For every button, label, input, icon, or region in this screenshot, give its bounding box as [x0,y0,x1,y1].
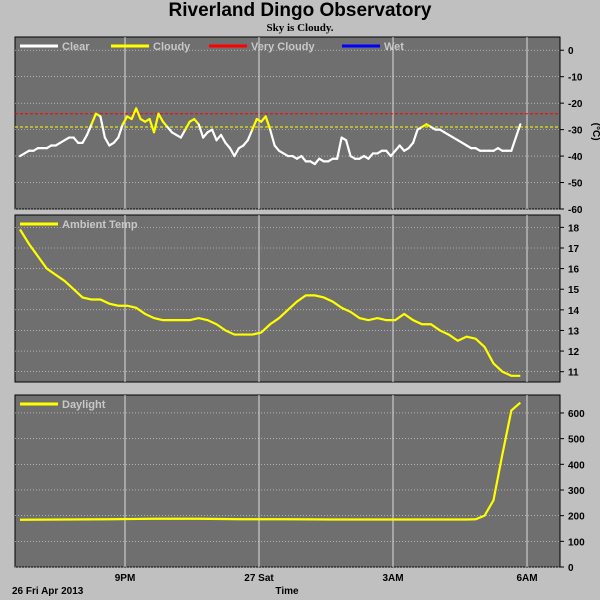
series-segment-18 [99,115,106,139]
y-tick-label-1-3: 14 [568,306,580,317]
series-segment-46 [224,141,232,150]
series-segment-41 [202,131,209,139]
legend-label-0-3: Wet [384,41,404,53]
series-segment-31 [157,112,165,123]
series-segment-71 [336,136,343,160]
y-tick-label-1-0: 11 [568,368,579,379]
series-segment-57 [273,144,281,152]
y-tick-label-0-6: -60 [568,205,583,216]
series-segment-47 [228,147,236,158]
y-tick-label-0-5: -50 [568,179,583,190]
y-tick-label-1-1: 12 [568,347,580,358]
legend-label-1-0: Ambient Temp [62,219,138,231]
series-segment-52 [251,117,258,131]
y-tick-label-1-6: 17 [568,244,580,255]
series-segment-36 [179,128,187,139]
series-segment-22 [117,123,124,139]
series-segment-110 [510,123,522,152]
y-tick-label-1-4: 15 [568,285,580,296]
legend-label-0-0: Clear [62,41,90,53]
y-tick-label-0-3: -30 [568,126,583,137]
plot-panel-0 [14,36,561,210]
series-segment-88 [411,128,419,144]
series-segment-25 [130,107,138,121]
series-segment-51 [246,128,254,142]
page-title: Riverland Dingo Observatory [168,0,432,21]
series-segment-26 [135,107,142,121]
series-segment-15 [85,123,93,137]
y-tick-label-0-4: -40 [568,152,583,163]
sky-status: Sky is Cloudy. [266,22,334,34]
series-segment-43 [210,128,218,142]
x-tick-label-1: 27 Sat [244,573,274,584]
y-tick-label-0-1: -10 [568,73,583,84]
x-tick-label-0: 9PM [115,573,136,584]
y-tick-label-2-3: 300 [568,486,585,497]
y-tick-label-2-0: 0 [568,563,574,574]
series-segment-32 [161,120,169,129]
legend-label-2-0: Daylight [62,399,106,411]
x-tick-label-3: 6AM [516,573,537,584]
series-segment-23 [121,115,129,126]
series-segment-87 [407,141,415,150]
y-tick-label-2-6: 600 [568,409,585,420]
legend-label-0-1: Cloudy [153,41,191,53]
series-segment-14 [81,133,89,144]
series-segment-12 [72,136,80,144]
series-segment-66 [313,157,321,166]
series-segment-56 [269,128,276,147]
series-segment-78 [367,152,374,160]
series-segment-55 [264,115,272,131]
plot-panel-1 [14,214,561,383]
series-line-1 [19,228,521,377]
y-tick-label-1-7: 18 [568,223,580,234]
series-segment-84 [394,144,401,152]
y-tick-label-1-2: 13 [568,326,580,337]
series-segment-85 [398,144,406,152]
series-segment-21 [112,136,120,144]
series-segment-73 [344,139,352,158]
y-tick-label-2-2: 200 [568,512,585,523]
series-segment-63 [300,154,307,163]
series-line-2 [19,401,522,521]
series-segment-50 [242,139,249,147]
y-tick-label-2-5: 500 [568,435,585,446]
series-segment-83 [389,149,397,158]
y-tick-label-2-1: 100 [568,537,585,548]
series-segment-40 [197,123,205,139]
series-segment-45 [219,133,227,144]
x-axis-title: Time [275,586,299,597]
series-segment-29 [148,117,156,134]
series-segment-16 [90,112,98,126]
series-segment-19 [103,136,111,147]
date-label: 26 Fri Apr 2013 [12,586,84,597]
series-segment-82 [385,149,392,158]
legend-label-0-2: Very Cloudy [251,41,315,53]
series-segment-33 [166,125,173,134]
y-tick-label-0-2: -20 [568,99,583,110]
series-segment-30 [152,112,160,134]
plot-panel-2 [14,394,561,568]
series-segment-39 [193,117,200,126]
series-segment-48 [233,147,240,158]
x-tick-label-2: 3AM [382,573,403,584]
y-tick-label-2-4: 400 [568,460,585,471]
y-tick-label-1-5: 16 [568,265,580,276]
series-segment-37 [184,120,191,131]
y-axis-label-0: (°C) [590,123,600,141]
y-tick-label-0-0: 0 [568,46,574,57]
